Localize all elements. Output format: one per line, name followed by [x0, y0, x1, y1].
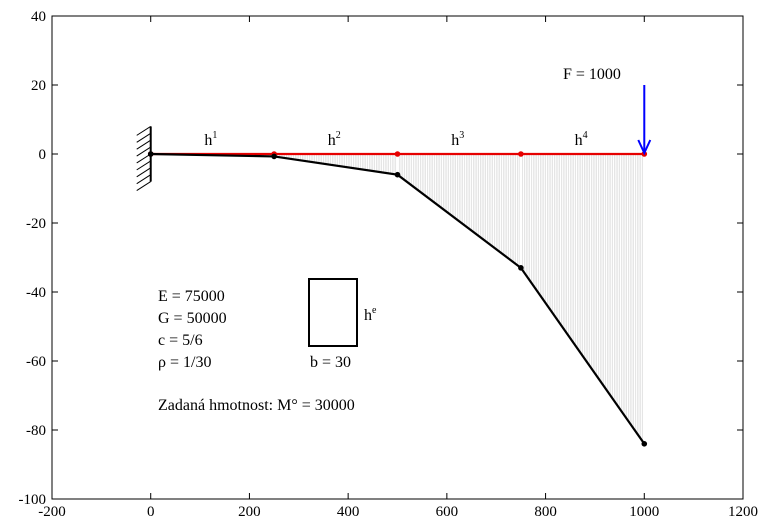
cross-section-height: he: [364, 305, 377, 324]
y-tick-label: -20: [26, 216, 46, 232]
undeformed-node: [518, 151, 524, 157]
x-tick-label: 0: [147, 504, 155, 520]
x-tick-label: -200: [38, 504, 66, 520]
undeformed-node: [394, 151, 401, 157]
segment-label-1: h1: [204, 130, 217, 149]
y-tick-label: 20: [31, 78, 46, 94]
axis-ticks: -200 0 200 400 600 800 1000 1200-100-80-60-40-2…: [19, 9, 759, 520]
y-tick-label: 40: [31, 9, 46, 25]
support-hatch: [136, 181, 151, 191]
segment-label-2: h2: [328, 130, 341, 149]
cross-section-rect: [308, 278, 358, 347]
force-arrow: [637, 85, 652, 156]
param-c: c = 5/6: [158, 332, 203, 349]
fixed-support: [136, 125, 152, 191]
segment-label-3: h3: [451, 130, 464, 149]
support-hatch: [136, 125, 151, 136]
x-tick-label: 1000: [629, 504, 659, 520]
x-tick-label: 600: [436, 504, 459, 520]
y-tick-label: -60: [26, 354, 46, 370]
param-rho: ρ = 1/30: [158, 354, 211, 371]
y-tick-label: -80: [26, 423, 46, 439]
support-hatch: [136, 160, 151, 171]
force-label: F = 1000: [563, 66, 621, 83]
x-tick-label: 800: [534, 504, 557, 520]
support-hatch: [136, 146, 151, 157]
plot-frame: [51, 15, 744, 500]
deformed-node: [271, 153, 277, 160]
series-group: [147, 151, 648, 447]
support-hatch: [136, 139, 151, 150]
segment-label-4: h4: [575, 130, 588, 149]
deformed-node: [394, 171, 401, 178]
x-tick-label: 1200: [728, 504, 758, 520]
cross-section-width: b = 30: [310, 354, 351, 371]
force-head: [637, 139, 652, 156]
deformed-node: [641, 441, 648, 447]
segment-labels: h1 h2 h3 h4: [204, 130, 587, 149]
param-g: G = 50000: [158, 310, 227, 327]
iteration-lines: [152, 154, 643, 442]
x-tick-label: 400: [337, 504, 360, 520]
y-tick-label: -40: [26, 285, 46, 301]
support-hatch: [136, 167, 151, 178]
support-hatch: [136, 132, 151, 143]
mass-label: Zadaná hmotnost: M° = 30000: [158, 397, 355, 414]
x-tick-label: 200: [238, 504, 261, 520]
support-hatch: [136, 174, 151, 185]
param-e: E = 75000: [158, 288, 225, 305]
support-hatch: [136, 153, 151, 164]
deformed-node: [518, 265, 524, 271]
y-tick-label: -100: [19, 492, 47, 508]
y-tick-label: 0: [39, 147, 47, 163]
